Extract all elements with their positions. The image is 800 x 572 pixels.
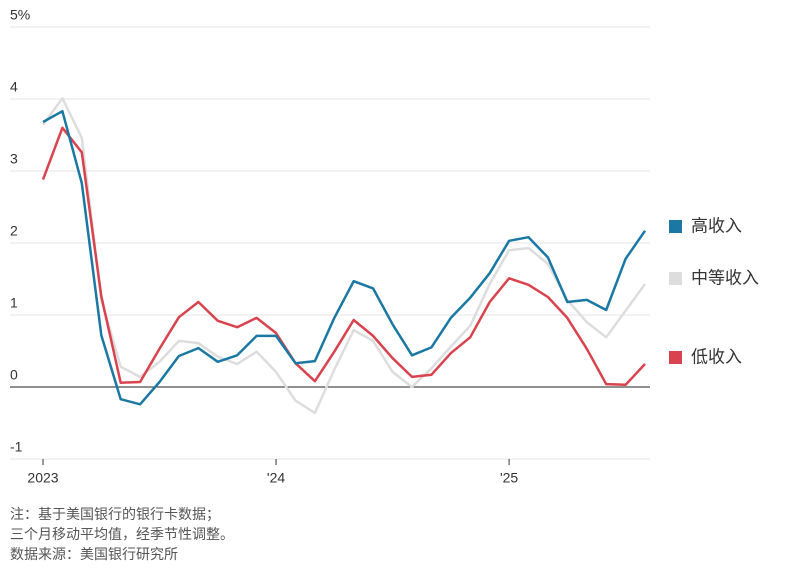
y-tick-label: 5% [10,7,30,23]
x-tick-label: '25 [500,470,518,486]
y-tick-label: -1 [10,439,23,455]
x-tick-label: '24 [267,470,285,486]
y-tick-label: 4 [10,79,18,95]
y-tick-label: 2 [10,223,18,239]
note-line: 三个月移动平均值，经季节性调整。 [10,526,234,542]
line-series [41,126,646,387]
x-tick-label: 2023 [27,470,58,486]
line-series [41,97,647,415]
legend-swatch [669,351,682,364]
legend-label: 低收入 [691,347,742,366]
y-tick-label: 1 [10,295,18,311]
y-tick-label: 3 [10,151,18,167]
legend-swatch [669,220,682,233]
legend-swatch [669,272,682,285]
legend-label: 中等收入 [691,268,759,287]
note-line: 数据来源：美国银行研究所 [10,546,178,562]
line-series [42,109,647,406]
notes: 注：基于美国银行的银行卡数据； 三个月移动平均值，经季节性调整。 数据来源：美国银行… [10,504,234,564]
note-line: 注：基于美国银行的银行卡数据； [10,506,220,522]
y-tick-label: 0 [10,367,18,383]
legend-label: 高收入 [691,216,742,235]
